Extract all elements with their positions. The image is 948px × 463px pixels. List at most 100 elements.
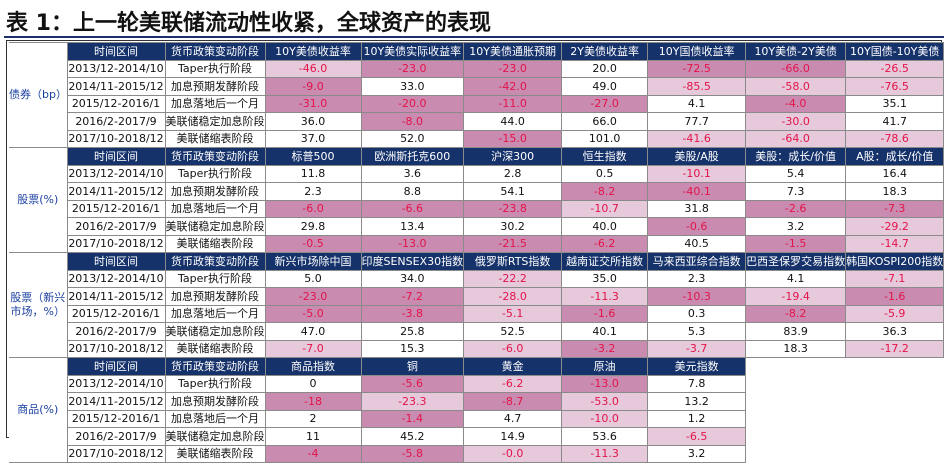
value-cell: 36.3 — [845, 322, 945, 341]
value-cell: 36.0 — [264, 112, 362, 131]
period-cell: 2017/10-2018/12 — [66, 444, 166, 463]
value-cell: 45.2 — [360, 427, 465, 446]
section-group-label: 商品(%) — [9, 357, 68, 463]
value-cell: 40.5 — [647, 234, 747, 253]
column-header: 10Y美债实际收益率 — [360, 42, 465, 61]
column-header: 货币政策变动阶段 — [164, 42, 266, 61]
value-cell: -46.0 — [264, 59, 362, 78]
table-row: 2014/11-2015/12 加息预期发酵阶段 -23.0 -7.2 -28.0 -11… — [9, 287, 945, 306]
value-cell: 37.0 — [264, 129, 362, 148]
period-cell: 2016/2-2017/9 — [66, 112, 166, 131]
column-header: 时间区间 — [66, 252, 166, 271]
value-cell: 77.7 — [647, 112, 747, 131]
section-header-row: 债券（bp） 时间区间 货币政策变动阶段 10Y美债收益率 10Y美债实际收益率 10Y美… — [9, 42, 945, 148]
value-cell: -6.5 — [647, 427, 747, 446]
table-row: 2016/2-2017/9 美联储稳定加息阶段 36.0 -8.0 44.0 66.0 77… — [9, 112, 945, 131]
value-cell: 53.6 — [561, 427, 649, 446]
column-header: 新兴市场除中国 — [264, 252, 362, 271]
table-row: 2013/12-2014/10 Taper执行阶段 0 -5.6 -6.2 -13.0 7.… — [9, 374, 944, 393]
empty-cell — [745, 427, 846, 445]
value-cell: 25.8 — [360, 322, 465, 341]
section-header-row: 商品(%) 时间区间 货币政策变动阶段 商品指数铜黄金 原油 美元指数 — [9, 357, 944, 463]
value-cell: -7.3 — [845, 199, 945, 218]
policy-stage-cell: 加息落地后一个月 — [164, 199, 266, 218]
value-cell: -42.0 — [463, 77, 563, 96]
empty-cell — [745, 392, 846, 410]
value-cell: 4.1 — [647, 94, 747, 113]
column-header: 越南证交所指数 — [561, 252, 649, 271]
value-cell: -23.3 — [360, 392, 465, 411]
value-cell: 54.1 — [463, 182, 563, 201]
value-cell: -6.6 — [360, 199, 465, 218]
empty-cell — [745, 410, 846, 428]
value-cell: -85.5 — [647, 77, 747, 96]
policy-stage-cell: 美联储缩表阶段 — [164, 129, 266, 148]
value-cell: 1.2 — [647, 409, 747, 428]
table-row: 2015/12-2016/1 加息落地后一个月 -31.0 -20.0 -11.0 -27… — [9, 94, 945, 113]
value-cell: 35.0 — [561, 269, 649, 288]
value-cell: -3.2 — [561, 339, 649, 358]
value-cell: -5.9 — [845, 304, 945, 323]
value-cell: 11 — [264, 427, 362, 446]
policy-stage-cell: 美联储稳定加息阶段 — [164, 322, 266, 341]
value-cell: -31.0 — [264, 94, 362, 113]
value-cell: -78.6 — [845, 129, 945, 148]
column-header: 欧洲斯托克600 — [360, 147, 465, 166]
value-cell: 2 — [264, 409, 362, 428]
column-header: 美股/A股 — [647, 147, 747, 166]
period-cell: 2017/10-2018/12 — [66, 339, 166, 358]
period-cell: 2014/11-2015/12 — [66, 392, 166, 411]
policy-stage-cell: 美联储缩表阶段 — [164, 444, 266, 463]
column-header: 货币政策变动阶段 — [164, 357, 266, 376]
value-cell: 3.6 — [360, 164, 465, 183]
value-cell: -7.1 — [845, 269, 945, 288]
title-rule — [4, 36, 944, 38]
table-row: 2017/10-2018/12 美联储缩表阶段 -0.5 -13.0 -21.5 -6.2… — [9, 234, 945, 253]
table-row: 2015/12-2016/1 加息落地后一个月 -6.0 -6.6 -23.8 -10.7… — [9, 199, 945, 218]
policy-stage-cell: 加息落地后一个月 — [164, 304, 266, 323]
column-header: 时间区间 — [66, 42, 166, 61]
value-cell: 2.8 — [463, 164, 563, 183]
value-cell: -76.5 — [845, 77, 945, 96]
section-group-label: 股票(%) — [9, 147, 68, 253]
table-row: 2017/10-2018/12 美联储缩表阶段 37.0 52.0 -15.0 101.0… — [9, 129, 945, 148]
value-cell: 41.7 — [845, 112, 945, 131]
policy-stage-cell: 美联储稳定加息阶段 — [164, 427, 266, 446]
value-cell: -3.8 — [360, 304, 465, 323]
policy-stage-cell: 加息预期发酵阶段 — [164, 287, 266, 306]
value-cell: -64.0 — [745, 129, 847, 148]
policy-stage-cell: 加息预期发酵阶段 — [164, 392, 266, 411]
value-cell: 5.4 — [745, 164, 847, 183]
value-cell: -19.4 — [745, 287, 847, 306]
column-header: 巴西圣保罗交易指数 — [745, 252, 847, 271]
value-cell: -1.6 — [845, 287, 945, 306]
period-cell: 2017/10-2018/12 — [66, 234, 166, 253]
value-cell: -66.0 — [745, 59, 847, 78]
value-cell: 40.0 — [561, 217, 649, 236]
section-group-label: 债券（bp） — [9, 42, 68, 148]
column-header: 2Y美债收益率 — [561, 42, 649, 61]
period-cell: 2014/11-2015/12 — [66, 287, 166, 306]
period-cell: 2013/12-2014/10 — [66, 269, 166, 288]
value-cell: 16.4 — [845, 164, 945, 183]
policy-stage-cell: 加息落地后一个月 — [164, 409, 266, 428]
policy-stage-cell: Taper执行阶段 — [164, 164, 266, 183]
empty-cell — [845, 392, 944, 410]
table-row: 2014/11-2015/12 加息预期发酵阶段 -18 -23.3 -8.7 -53.0… — [9, 392, 944, 411]
section-header-row: 股票（新兴市场，%） 时间区间 货币政策变动阶段 新兴市场除中国 印度SENSEX30指… — [9, 252, 945, 358]
policy-stage-cell: 美联储缩表阶段 — [164, 339, 266, 358]
value-cell: 3.2 — [647, 444, 747, 463]
table-row: 2013/12-2014/10 Taper执行阶段 5.0 34.0 -22.2 35.0… — [9, 269, 945, 288]
asset-performance-table: 债券（bp） 时间区间 货币政策变动阶段 10Y美债收益率 10Y美债实际收益率 10Y美… — [9, 42, 945, 463]
policy-stage-cell: 美联储稳定加息阶段 — [164, 112, 266, 131]
value-cell: 5.3 — [647, 322, 747, 341]
column-header: 标普500 — [264, 147, 362, 166]
value-cell: 15.3 — [360, 339, 465, 358]
column-header: 印度SENSEX30指数 — [360, 252, 465, 271]
value-cell: -6.0 — [264, 199, 362, 218]
value-cell: 4.1 — [745, 269, 847, 288]
period-cell: 2013/12-2014/10 — [66, 164, 166, 183]
value-cell: -4 — [264, 444, 362, 463]
value-cell: 101.0 — [561, 129, 649, 148]
value-cell: -23.0 — [264, 287, 362, 306]
